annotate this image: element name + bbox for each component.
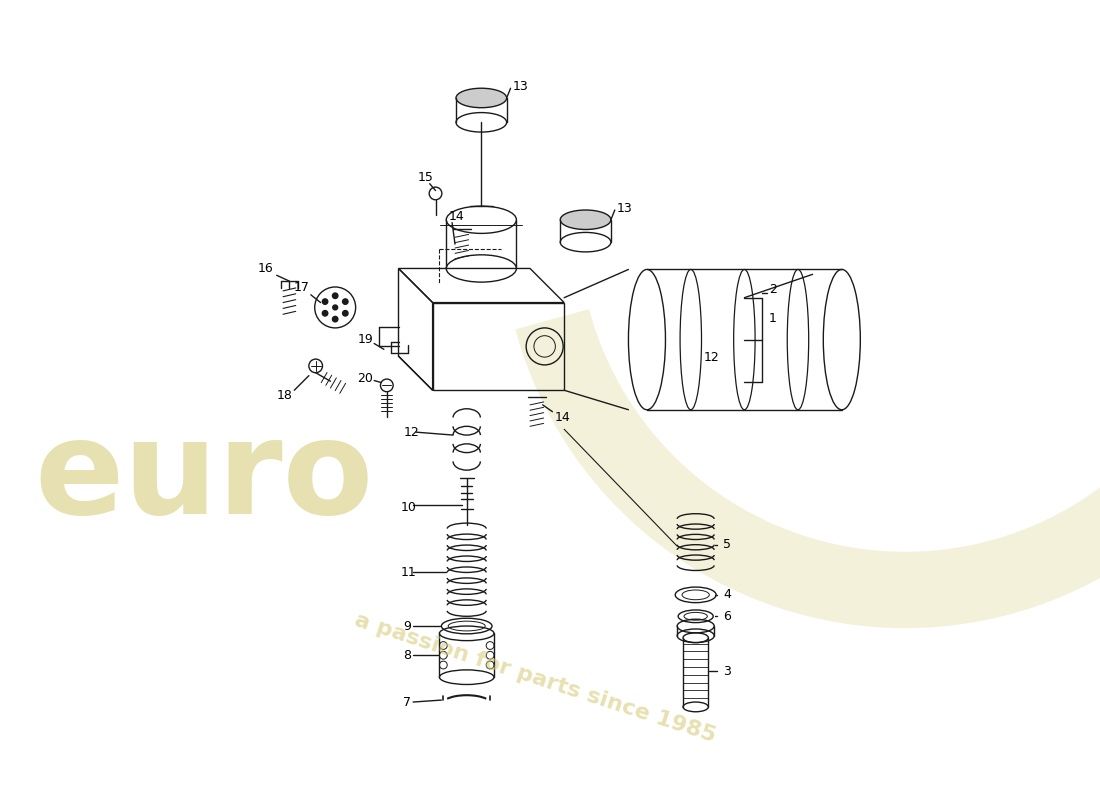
Text: 20: 20 [358,372,374,385]
Text: 3: 3 [723,665,730,678]
Circle shape [332,293,338,298]
Text: 11: 11 [400,566,416,579]
Text: 15: 15 [418,171,433,184]
Text: 16: 16 [257,262,273,275]
Text: 14: 14 [554,411,570,424]
Text: a passion for parts since 1985: a passion for parts since 1985 [352,610,718,746]
Text: 12: 12 [704,350,719,364]
Text: euro: euro [34,414,373,542]
Text: 7: 7 [404,695,411,709]
Text: 14: 14 [449,210,465,223]
Text: 18: 18 [277,389,293,402]
Circle shape [342,310,348,316]
Text: 6: 6 [723,610,730,622]
Text: 17: 17 [294,282,309,294]
Ellipse shape [456,88,507,108]
Text: 19: 19 [358,333,373,346]
Text: 12: 12 [404,426,419,438]
Text: 5: 5 [723,538,730,551]
Circle shape [332,317,338,322]
Text: 1: 1 [769,312,777,325]
Circle shape [322,299,328,304]
Text: 13: 13 [513,80,528,93]
Text: 9: 9 [404,619,411,633]
Circle shape [342,299,348,304]
Text: 2: 2 [769,283,777,297]
Circle shape [322,310,328,316]
Text: 13: 13 [617,202,632,214]
Text: 8: 8 [404,649,411,662]
Text: 10: 10 [400,501,416,514]
Text: 4: 4 [723,588,730,602]
Ellipse shape [560,210,610,230]
Circle shape [332,305,338,310]
